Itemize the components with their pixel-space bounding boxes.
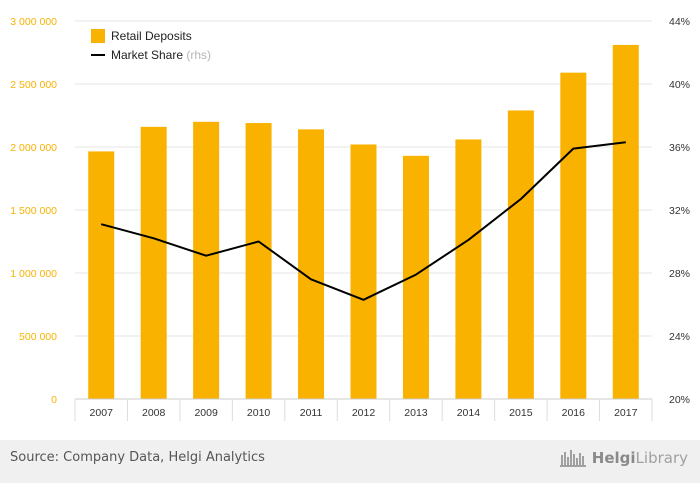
y-right-tick-label: 36% (669, 142, 690, 154)
y-right-tick-label: 24% (669, 331, 690, 343)
y-right-tick-label: 32% (669, 205, 690, 217)
legend: Retail Deposits Market Share (rhs) (91, 29, 211, 62)
y-left-tick-label: 1 500 000 (10, 205, 57, 217)
source-text: Source: Company Data, Helgi Analytics (10, 450, 265, 465)
x-tick-label: 2012 (352, 407, 376, 419)
legend-swatch-retail-deposits (91, 29, 105, 43)
footer: Source: Company Data, Helgi Analytics He… (0, 440, 700, 483)
x-tick-label: 2013 (404, 407, 428, 419)
legend-suffix-rhs: (rhs) (186, 48, 211, 62)
bar (612, 44, 639, 399)
x-tick-label: 2014 (457, 407, 481, 419)
brand-name-prefix: Helgi (591, 449, 636, 467)
brand-name-suffix: Library (635, 449, 688, 467)
y-left-tick-label: 2 500 000 (10, 79, 57, 91)
x-tick-label: 2017 (614, 407, 638, 419)
line-series-market-share (100, 141, 626, 301)
y-left-tick-label: 0 (51, 394, 57, 406)
bar (88, 151, 115, 399)
y-axis-right: 20% 24% 28% 32% 36% 40% 44% (669, 16, 690, 406)
market-share-line (100, 141, 626, 301)
y-right-tick-label: 20% (669, 394, 690, 406)
x-axis: 2007 2008 2009 2010 2011 2012 2013 2014 2015 2016… (74, 398, 653, 421)
bar (140, 126, 167, 399)
chart: 2007 2008 2009 2010 2011 2012 2013 2014 2015 2016… (10, 16, 690, 421)
y-left-tick-label: 3 000 000 (10, 16, 57, 28)
bar (193, 121, 220, 400)
bar (560, 72, 587, 399)
y-axis-left: 0 500 000 1 000 000 1 500 000 2 000 000 2 500… (10, 16, 57, 406)
y-right-tick-label: 40% (669, 79, 690, 91)
x-tick-label: 2009 (194, 407, 218, 419)
bar (350, 144, 377, 399)
y-left-tick-label: 500 000 (19, 331, 57, 343)
bar (245, 123, 272, 399)
y-right-tick-label: 44% (669, 16, 690, 28)
bar-series-retail-deposits (88, 44, 639, 400)
y-right-tick-label: 28% (669, 268, 690, 280)
legend-label-retail-deposits: Retail Deposits (111, 29, 192, 43)
x-tick-label: 2016 (562, 407, 586, 419)
y-left-tick-label: 1 000 000 (10, 268, 57, 280)
legend-label-market-share: Market Share (rhs) (111, 48, 211, 62)
x-tick-label: 2011 (300, 407, 323, 419)
library-logo-icon (559, 450, 586, 467)
x-tick-label: 2010 (247, 407, 271, 419)
bar (402, 155, 429, 399)
x-tick-label: 2007 (90, 407, 114, 419)
x-tick-label: 2008 (142, 407, 166, 419)
bar (455, 139, 482, 399)
bar (298, 129, 325, 400)
x-tick-label: 2015 (509, 407, 533, 419)
bar (507, 110, 534, 400)
brand-logo: Helgi Library (559, 449, 688, 467)
y-left-tick-label: 2 000 000 (10, 142, 57, 154)
